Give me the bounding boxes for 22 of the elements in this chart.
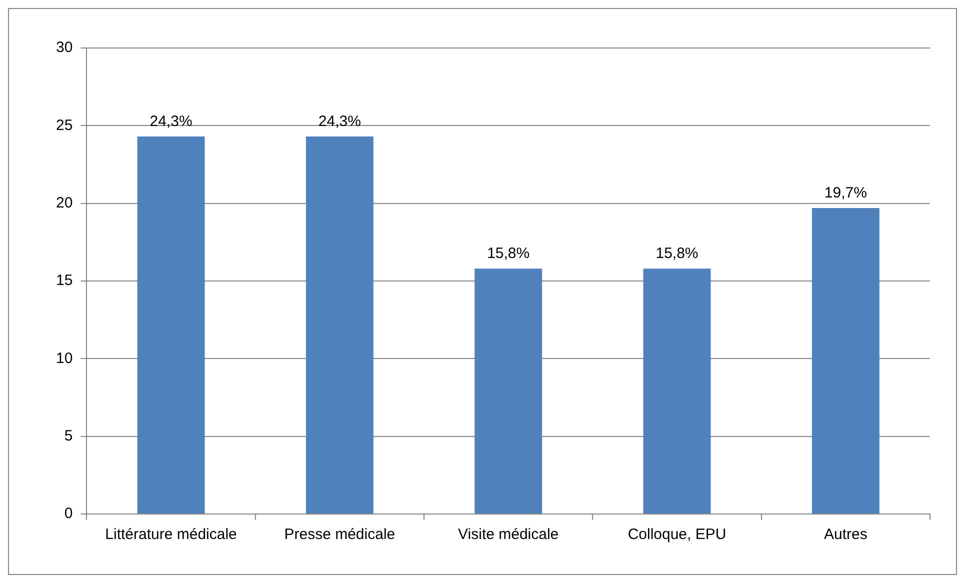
x-tick-label: Presse médicale — [284, 526, 396, 544]
y-tick-label: 30 — [56, 39, 73, 56]
data-label: 24,3% — [150, 113, 192, 130]
x-tick-label: Autres — [824, 526, 868, 544]
data-label: 19,7% — [824, 184, 867, 202]
x-tick-label: Colloque, EPU — [628, 526, 726, 544]
data-label: 24,3% — [318, 113, 361, 130]
y-tick-label: 15 — [56, 272, 73, 290]
y-tick-label: 5 — [64, 427, 73, 444]
y-tick-label: 25 — [56, 116, 73, 134]
data-label: 15,8% — [487, 245, 530, 262]
bar — [474, 268, 542, 514]
data-label: 15,8% — [656, 245, 698, 262]
y-tick-label: 20 — [56, 194, 73, 212]
x-tick-label: Littérature médicale — [105, 526, 237, 544]
bar — [306, 136, 374, 514]
bar — [137, 136, 205, 514]
y-tick-label: 0 — [64, 505, 73, 522]
y-tick-label: 10 — [56, 350, 73, 367]
bar — [643, 268, 711, 514]
bar — [812, 208, 880, 514]
x-tick-label: Visite médicale — [458, 526, 559, 544]
